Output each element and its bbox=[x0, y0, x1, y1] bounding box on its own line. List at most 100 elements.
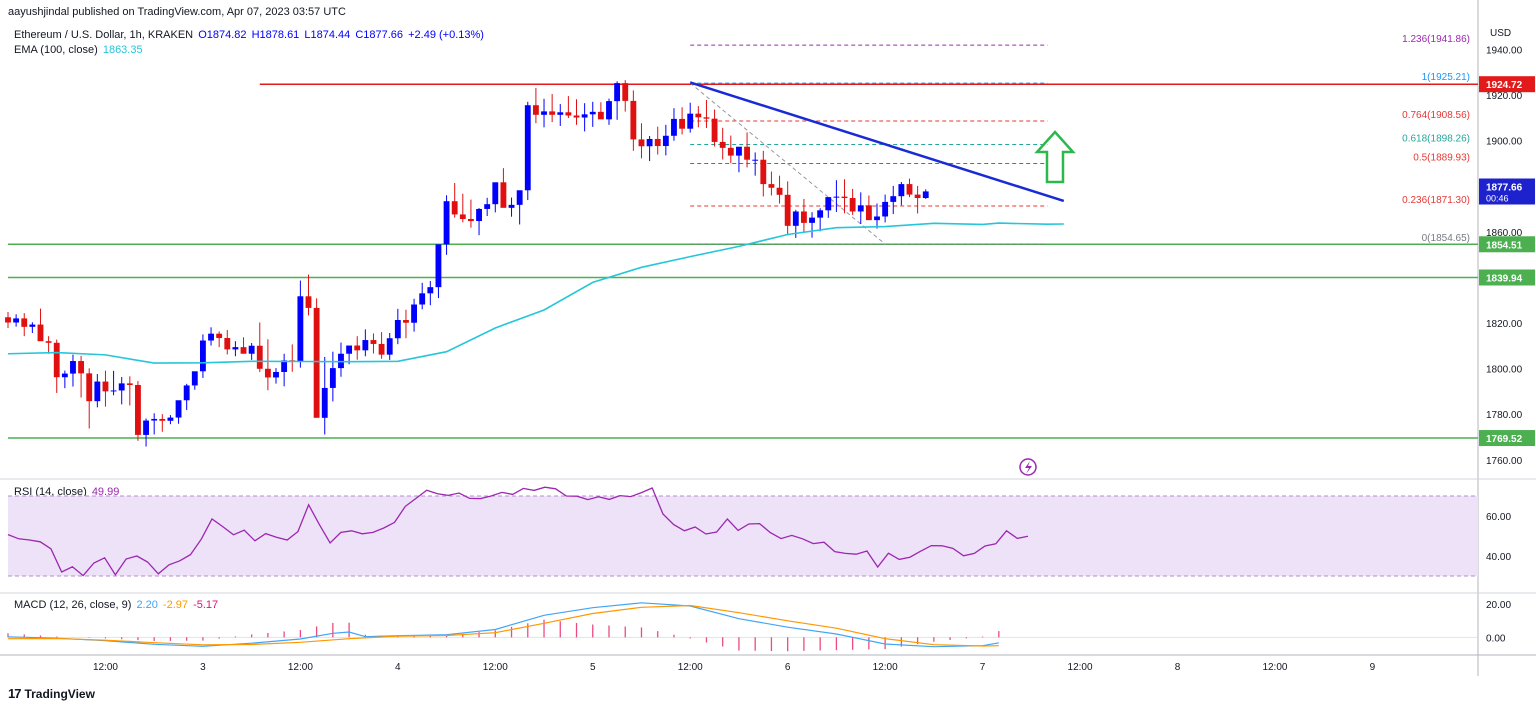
candle-body bbox=[817, 210, 824, 218]
y-tick-label: 1860.00 bbox=[1486, 228, 1523, 239]
high-value: H1878.61 bbox=[251, 29, 300, 41]
currency-label: USD bbox=[1490, 28, 1511, 39]
x-tick-label: 12:00 bbox=[1068, 662, 1093, 673]
candle-body bbox=[800, 211, 807, 223]
ema-value: 1863.35 bbox=[102, 44, 143, 56]
candle-body bbox=[711, 118, 718, 142]
published-note: aayushjindal published on TradingView.co… bbox=[8, 6, 346, 18]
candle-body bbox=[654, 138, 661, 147]
candle-body bbox=[890, 196, 897, 202]
fib-label: 0(1854.65) bbox=[1422, 233, 1470, 244]
candle-body bbox=[159, 418, 166, 421]
candle-body bbox=[484, 204, 491, 209]
y-tick-label: 1760.00 bbox=[1486, 456, 1523, 467]
x-tick-label: 5 bbox=[590, 662, 596, 673]
y-tick-label: 1920.00 bbox=[1486, 91, 1523, 102]
candle-body bbox=[394, 319, 401, 339]
candle-body bbox=[865, 205, 872, 221]
candle-body bbox=[273, 371, 279, 378]
low-value: L1874.44 bbox=[304, 29, 351, 41]
candle-body bbox=[760, 159, 767, 185]
support-level-tag bbox=[1479, 430, 1535, 447]
x-tick-label: 8 bbox=[1175, 662, 1181, 673]
candle-body bbox=[589, 111, 596, 115]
candle-body bbox=[671, 118, 677, 136]
macd-legend: MACD (12, 26, close, 9) 2.20 -2.97 -5.17 bbox=[14, 599, 218, 611]
candle-body bbox=[102, 381, 109, 392]
candle-body bbox=[86, 373, 93, 402]
candle-body bbox=[565, 112, 572, 116]
candle-body bbox=[581, 114, 588, 118]
lightning-bolt-icon bbox=[1025, 461, 1032, 474]
macd-line bbox=[7, 602, 999, 648]
signal-line bbox=[7, 604, 999, 647]
histogram-value: -5.17 bbox=[193, 599, 219, 611]
candle-body bbox=[638, 139, 645, 147]
candle-body bbox=[508, 204, 515, 208]
fib-label: 0.236(1871.30) bbox=[1402, 195, 1470, 206]
candle-body bbox=[5, 317, 11, 323]
candle-body bbox=[386, 338, 393, 355]
candle-body bbox=[370, 340, 377, 344]
candle-body bbox=[451, 201, 458, 215]
current-price-tag bbox=[1479, 178, 1535, 205]
candle-body bbox=[224, 338, 231, 350]
candle-body bbox=[208, 333, 214, 341]
candle-body bbox=[248, 345, 255, 354]
rsi-tick-label: 40.00 bbox=[1486, 552, 1511, 563]
candle-body bbox=[841, 196, 848, 199]
candle-body bbox=[354, 345, 361, 351]
support-level-label: 1769.52 bbox=[1486, 434, 1523, 445]
candle-body bbox=[94, 381, 101, 402]
candle-body bbox=[37, 324, 44, 342]
resistance-level-label: 1924.72 bbox=[1486, 80, 1523, 91]
change-value: +2.49 (+0.13%) bbox=[408, 29, 484, 41]
x-tick-label: 3 bbox=[200, 662, 206, 673]
candle-body bbox=[151, 418, 158, 421]
candle-body bbox=[135, 384, 141, 435]
rsi-legend: RSI (14, close) 49.99 bbox=[14, 486, 119, 498]
candle-body bbox=[476, 208, 482, 222]
candle-body bbox=[597, 111, 604, 120]
candle-body bbox=[703, 117, 710, 119]
candle-body bbox=[768, 184, 775, 188]
candle-body bbox=[492, 182, 499, 205]
candle-body bbox=[532, 105, 539, 115]
candle-body bbox=[719, 141, 726, 148]
candle-body bbox=[622, 83, 629, 101]
candle-body bbox=[882, 201, 889, 217]
candle-body bbox=[606, 101, 612, 120]
candle-body bbox=[736, 146, 742, 156]
candle-body bbox=[78, 361, 85, 374]
macd-tick-label: 0.00 bbox=[1486, 633, 1506, 644]
close-value: C1877.66 bbox=[355, 29, 404, 41]
candle-body bbox=[403, 319, 409, 323]
x-tick-label: 12:00 bbox=[678, 662, 703, 673]
candle-body bbox=[232, 347, 239, 350]
candle-body bbox=[914, 194, 921, 199]
candle-body bbox=[630, 100, 637, 140]
candle-body bbox=[329, 368, 336, 388]
candle-body bbox=[281, 360, 288, 372]
candle-body bbox=[199, 340, 206, 372]
symbol-legend: Ethereum / U.S. Dollar, 1h, KRAKEN O1874… bbox=[14, 29, 484, 41]
x-tick-label: 7 bbox=[980, 662, 986, 673]
candle-body bbox=[646, 138, 653, 147]
candle-body bbox=[53, 342, 60, 378]
candle-body bbox=[21, 318, 28, 327]
candle-body bbox=[297, 296, 304, 362]
candle-body bbox=[256, 345, 263, 369]
candle-body bbox=[898, 184, 905, 197]
candle-body bbox=[573, 115, 580, 118]
macd-value: 2.20 bbox=[136, 599, 158, 611]
candle-body bbox=[362, 340, 369, 351]
candle-body bbox=[126, 383, 133, 385]
candle-body bbox=[419, 293, 426, 305]
rsi-tick-label: 60.00 bbox=[1486, 512, 1511, 523]
candle-body bbox=[906, 184, 913, 195]
y-tick-label: 1780.00 bbox=[1486, 410, 1523, 421]
ema-line bbox=[7, 222, 1064, 364]
candle-body bbox=[679, 118, 686, 129]
candle-body bbox=[435, 244, 442, 288]
